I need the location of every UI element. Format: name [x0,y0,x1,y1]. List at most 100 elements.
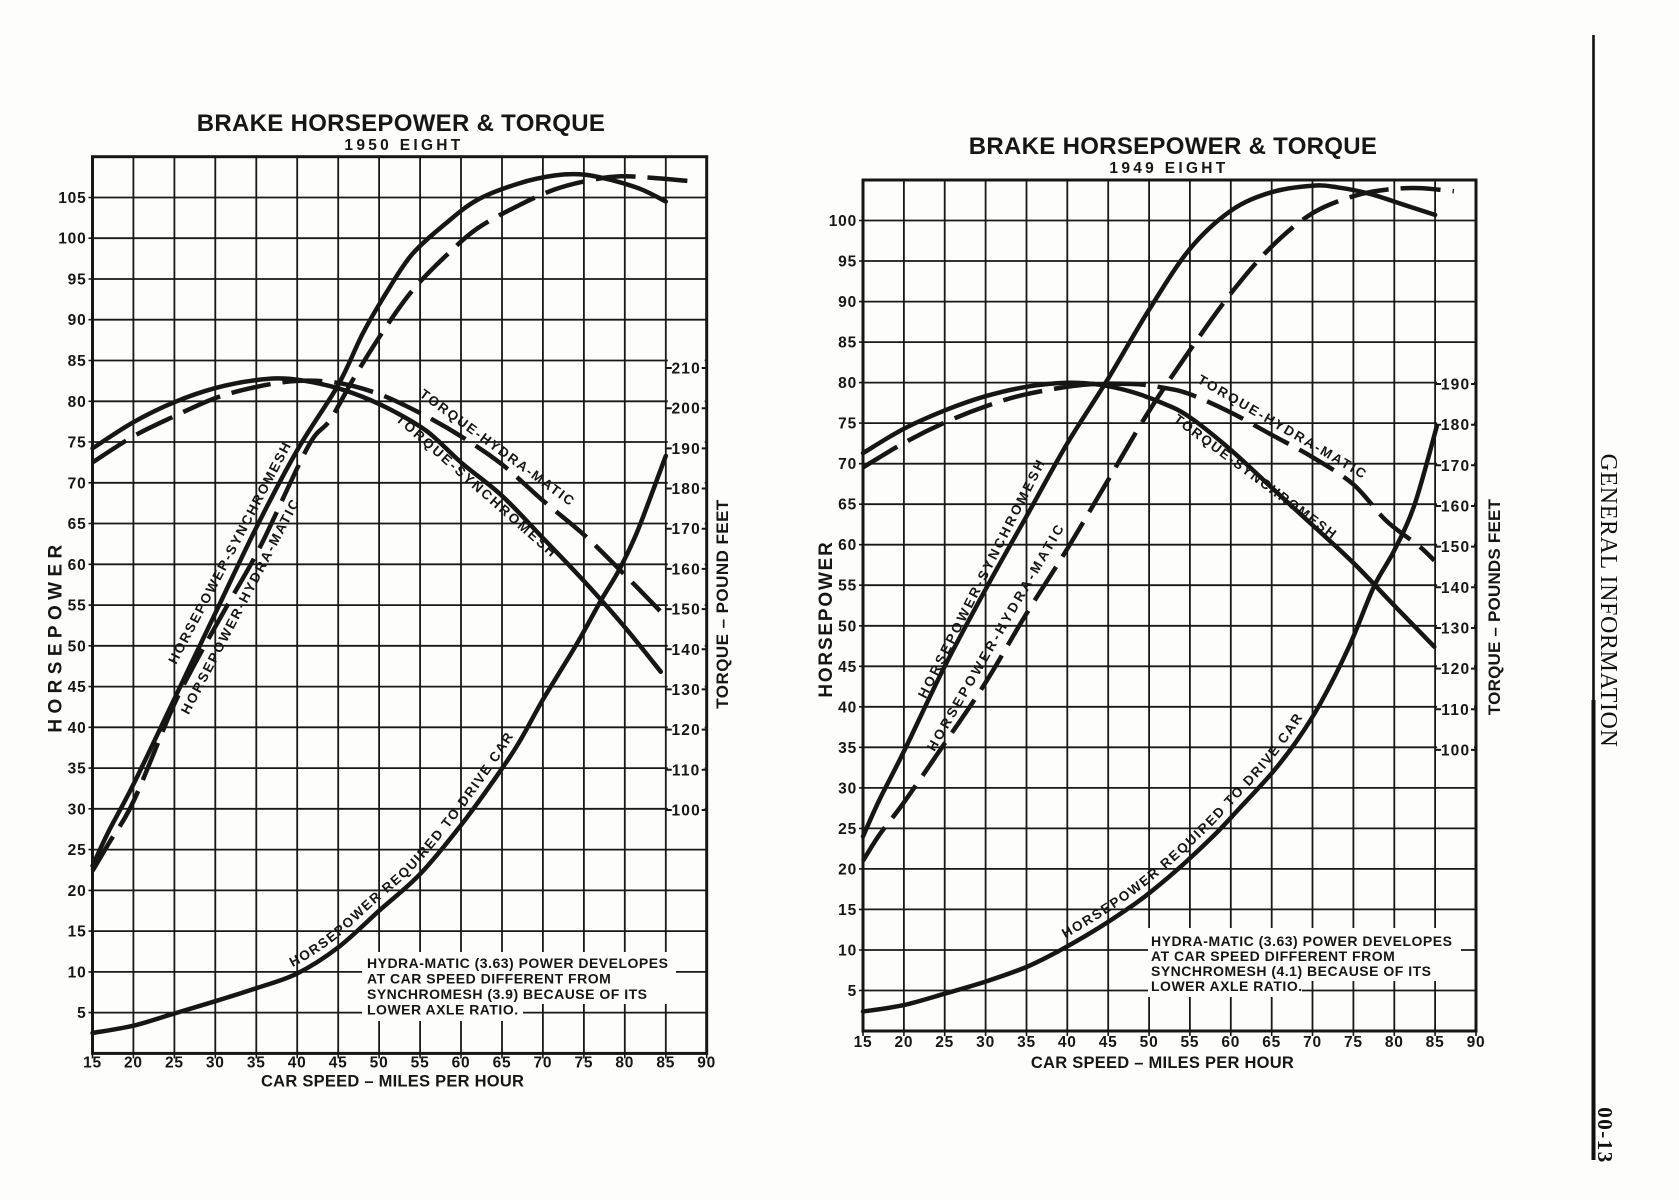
svg-text:20: 20 [894,1034,913,1051]
svg-text:60: 60 [838,537,857,554]
svg-text:45: 45 [329,1054,348,1071]
svg-text:95: 95 [68,272,87,289]
svg-text:15: 15 [838,902,857,919]
svg-text:40: 40 [838,699,857,716]
svg-text:110: 110 [672,762,701,779]
svg-text:SYNCHROMESH (4.1) BECAUSE OF I: SYNCHROMESH (4.1) BECAUSE OF ITS [1151,963,1431,979]
svg-text:210: 210 [671,361,700,378]
svg-text:45: 45 [68,679,87,696]
svg-text:100: 100 [671,803,700,820]
svg-text:85: 85 [68,353,87,370]
svg-text:1949 EIGHT: 1949 EIGHT [1109,160,1228,177]
svg-text:BRAKE HORSEPOWER & TORQUE: BRAKE HORSEPOWER & TORQUE [969,133,1377,160]
svg-text:55: 55 [838,578,857,595]
svg-text:170: 170 [1441,458,1470,475]
svg-text:65: 65 [838,497,857,514]
svg-text:80: 80 [615,1054,634,1071]
svg-text:200: 200 [671,401,700,418]
svg-text:90: 90 [1467,1034,1486,1051]
svg-text:60: 60 [68,557,87,574]
svg-text:35: 35 [838,740,857,757]
svg-text:50: 50 [1140,1034,1159,1051]
svg-text:90: 90 [697,1054,716,1071]
svg-text:30: 30 [206,1054,225,1071]
svg-text:90: 90 [838,294,857,311]
svg-text:CAR SPEED – MILES PER HOUR: CAR SPEED – MILES PER HOUR [1031,1054,1294,1072]
svg-text:30: 30 [68,801,87,818]
svg-text:50: 50 [838,618,857,635]
svg-text:70: 70 [68,475,87,492]
svg-text:65: 65 [493,1054,512,1071]
svg-text:120: 120 [1441,661,1470,678]
svg-text:00-13: 00-13 [1593,1107,1617,1164]
svg-text:190: 190 [671,441,700,458]
svg-text:85: 85 [838,335,857,352]
svg-text:120: 120 [671,722,700,739]
svg-text:SYNCHROMESH (3.9) BECAUSE OF: SYNCHROMESH (3.9) BECAUSE OF ITS [367,986,647,1002]
svg-text:AT CAR SPEED DIFFERENT FROM: AT CAR SPEED DIFFERENT FROM [367,971,611,987]
svg-text:HYDRA-MATIC (3.63) POWER DEVEL: HYDRA-MATIC (3.63) POWER DEVELOPES [367,955,668,971]
svg-text:70: 70 [1303,1034,1322,1051]
svg-text:85: 85 [1426,1034,1445,1051]
svg-text:LOWER AXLE RATIO.: LOWER AXLE RATIO. [367,1002,519,1018]
svg-text:25: 25 [165,1054,184,1071]
svg-text:150: 150 [1441,539,1470,556]
svg-text:1950 EIGHT: 1950 EIGHT [344,137,463,154]
svg-text:180: 180 [671,481,700,498]
svg-text:100: 100 [58,231,86,248]
svg-text:95: 95 [838,254,857,271]
svg-text:5: 5 [848,983,857,1000]
svg-text:5: 5 [77,1005,86,1022]
svg-text:15: 15 [854,1034,873,1051]
svg-text:TORQUE – POUNDS FEET: TORQUE – POUNDS FEET [1485,498,1504,715]
svg-text:CAR SPEED – MILES PER HOUR: CAR SPEED – MILES PER HOUR [261,1072,524,1090]
svg-text:20: 20 [124,1054,143,1071]
svg-text:25: 25 [68,842,87,859]
svg-text:TORQUE – POUND FEET: TORQUE – POUND FEET [713,499,732,709]
svg-text:170: 170 [671,521,700,538]
svg-text:55: 55 [411,1054,430,1071]
svg-text:85: 85 [656,1054,675,1071]
svg-text:15: 15 [68,924,87,941]
svg-text:100: 100 [829,213,857,230]
svg-text:60: 60 [1221,1034,1240,1051]
svg-text:80: 80 [1385,1034,1404,1051]
svg-text:150: 150 [671,602,700,619]
svg-text:40: 40 [68,720,87,737]
svg-text:75: 75 [574,1054,593,1071]
svg-text:20: 20 [68,883,87,900]
svg-text:30: 30 [976,1034,995,1051]
svg-text:BRAKE HORSEPOWER & TORQUE: BRAKE HORSEPOWER & TORQUE [197,110,605,137]
svg-text:40: 40 [1058,1034,1077,1051]
svg-text:55: 55 [68,598,87,615]
svg-text:GENERAL INFORMATION: GENERAL INFORMATION [1595,454,1621,748]
svg-text:130: 130 [671,682,700,699]
svg-text:HYDRA-MATIC (3.63) POWER DEVE: HYDRA-MATIC (3.63) POWER DEVELOPES [1151,933,1452,949]
svg-text:180: 180 [1441,417,1470,434]
svg-text:70: 70 [838,456,857,473]
svg-text:55: 55 [1180,1034,1199,1051]
svg-text:105: 105 [58,190,86,207]
svg-text:45: 45 [1099,1034,1118,1051]
svg-text:110: 110 [1441,702,1470,719]
svg-text:65: 65 [1262,1034,1281,1051]
svg-text:75: 75 [838,416,857,433]
svg-text:AT CAR SPEED DIFFERENT FROM: AT CAR SPEED DIFFERENT FROM [1151,948,1395,964]
svg-text:100: 100 [1441,742,1470,759]
svg-text:160: 160 [671,561,700,578]
svg-text:80: 80 [838,375,857,392]
svg-text:140: 140 [671,642,700,659]
svg-text:30: 30 [838,780,857,797]
svg-text:75: 75 [68,435,87,452]
svg-text:10: 10 [68,964,87,981]
svg-text:LOWER AXLE RATIO.: LOWER AXLE RATIO. [1151,978,1303,994]
svg-text:20: 20 [838,861,857,878]
svg-text:65: 65 [68,516,87,533]
svg-text:130: 130 [1441,621,1470,638]
svg-text:25: 25 [838,821,857,838]
svg-text:50: 50 [68,638,87,655]
svg-text:40: 40 [288,1054,307,1071]
svg-text:75: 75 [1344,1034,1363,1051]
svg-text:45: 45 [838,659,857,676]
svg-text:35: 35 [68,761,87,778]
